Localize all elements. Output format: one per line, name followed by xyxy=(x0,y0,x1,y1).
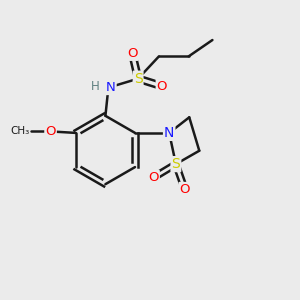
Text: O: O xyxy=(157,80,167,93)
Text: S: S xyxy=(172,157,180,171)
Text: O: O xyxy=(45,125,56,138)
Text: CH₃: CH₃ xyxy=(11,126,30,136)
Text: N: N xyxy=(164,126,174,140)
Text: H: H xyxy=(91,80,99,93)
Text: N: N xyxy=(106,81,116,94)
Text: S: S xyxy=(134,72,142,86)
Text: O: O xyxy=(148,171,159,184)
Text: O: O xyxy=(127,47,137,60)
Text: O: O xyxy=(180,183,190,196)
